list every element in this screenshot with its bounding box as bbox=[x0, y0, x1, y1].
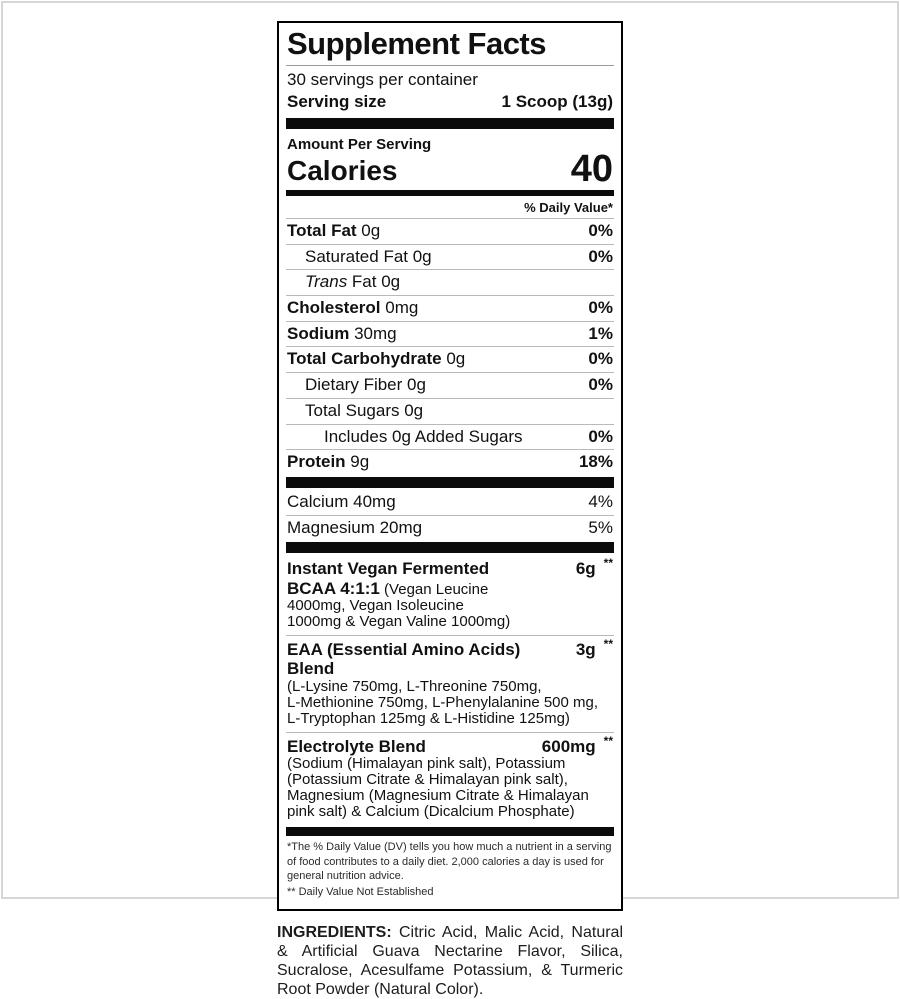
nutrient-name: Sodium 30mg bbox=[287, 323, 397, 343]
serving-size-label: Serving size bbox=[287, 91, 387, 111]
blend-daily-value-mark: ** bbox=[603, 556, 613, 571]
serving-size-row: Serving size 1 Scoop (13g) bbox=[286, 90, 614, 116]
nutrient-name: Total Fat 0g bbox=[287, 221, 381, 241]
amount-per-serving-label: Amount Per Serving bbox=[287, 135, 432, 153]
blend-description-line: (Potassium Citrate & Himalayan pink salt… bbox=[287, 771, 568, 789]
blend-header: Electrolyte Blend 600mg ** bbox=[287, 733, 613, 757]
nutrient-name: Total Carbohydrate 0g bbox=[287, 349, 466, 369]
footnote-daily-value: *The % Daily Value (DV) tells you how mu… bbox=[287, 841, 612, 883]
nutrient-row: Dietary Fiber 0g 0% bbox=[286, 372, 614, 398]
ingredients-paragraph: INGREDIENTS: Citric Acid, Malic Acid, Na… bbox=[277, 923, 623, 999]
supplement-facts-panel: Supplement Facts 30 servings per contain… bbox=[277, 21, 623, 911]
blend-sections: Instant Vegan Fermented 6g ** BCAA 4:1:1 (V… bbox=[286, 555, 614, 825]
panel-title: Supplement Facts bbox=[286, 23, 614, 66]
serving-size-value: 1 Scoop (13g) bbox=[501, 91, 613, 111]
nutrient-name: Dietary Fiber 0g bbox=[305, 375, 426, 395]
blend-header: EAA (Essential Amino Acids) Blend 3g ** bbox=[287, 636, 613, 679]
daily-value-percent: 4% bbox=[588, 491, 613, 511]
blend-description-line: Magnesium (Magnesium Citrate & Himalayan bbox=[287, 787, 589, 805]
blend-header: Instant Vegan Fermented 6g ** bbox=[287, 556, 613, 579]
mineral-row: Magnesium 20mg 5% bbox=[286, 514, 614, 541]
daily-value-percent: 0% bbox=[588, 426, 613, 446]
blend-description-line: L-Methionine 750mg, L-Phenylalanine 500 … bbox=[287, 693, 599, 711]
daily-value-header: % Daily Value* bbox=[524, 200, 613, 216]
blend-description-line: (Sodium (Himalayan pink salt), Potassium bbox=[287, 755, 566, 773]
divider-bar-thick bbox=[286, 542, 614, 554]
nutrient-name: Trans Fat 0g bbox=[305, 272, 401, 292]
daily-value-percent: 0% bbox=[588, 246, 613, 266]
blend-description-line: L-Tryptophan 125mg & L-Histidine 125mg) bbox=[287, 709, 570, 727]
nutrient-rows: Total Fat 0g 0% Saturated Fat 0g 0% Trans Fa… bbox=[286, 218, 614, 475]
divider-bar-thick bbox=[286, 476, 614, 488]
blend-section: Instant Vegan Fermented 6g ** BCAA 4:1:1 (V… bbox=[286, 555, 614, 635]
blend-name: Instant Vegan Fermented bbox=[287, 559, 490, 579]
blend-section: Electrolyte Blend 600mg ** (Sodium (Himalay… bbox=[286, 731, 614, 826]
blend-description-line: (L-Lysine 750mg, L-Threonine 750mg, bbox=[287, 677, 542, 695]
nutrient-name: Protein 9g bbox=[287, 452, 370, 472]
daily-value-percent: 1% bbox=[588, 323, 613, 343]
nutrient-row: Protein 9g 18% bbox=[286, 449, 614, 475]
daily-value-percent: 0% bbox=[588, 349, 613, 369]
divider-bar-medium bbox=[286, 190, 614, 197]
label-area: Supplement Facts 30 servings per contain… bbox=[277, 21, 623, 999]
divider-bar-footnote bbox=[286, 827, 614, 837]
mineral-rows: Calcium 40mg 4% Magnesium 20mg 5% bbox=[286, 490, 614, 540]
daily-value-percent: 0% bbox=[588, 298, 613, 318]
nutrient-row: Includes 0g Added Sugars 0% bbox=[286, 423, 614, 450]
nutrient-name: Includes 0g Added Sugars bbox=[324, 426, 523, 446]
mineral-row: Calcium 40mg 4% bbox=[286, 490, 614, 515]
calories-value: 40 bbox=[570, 147, 613, 190]
blend-amount: 6g bbox=[575, 559, 596, 579]
daily-value-percent: 5% bbox=[588, 517, 613, 537]
blend-name: Electrolyte Blend bbox=[287, 736, 426, 756]
nutrient-name: Magnesium 20mg bbox=[287, 517, 423, 537]
calories-row: Calories 40 bbox=[286, 147, 614, 190]
ingredients-label: INGREDIENTS: bbox=[277, 923, 392, 941]
blend-description-line: 4000mg, Vegan Isoleucine bbox=[287, 596, 464, 614]
blend-description-line: pink salt) & Calcium (Dicalcium Phosphat… bbox=[287, 803, 575, 821]
calories-label: Calories bbox=[287, 154, 398, 186]
nutrient-row: Total Carbohydrate 0g 0% bbox=[286, 346, 614, 372]
blend-description-line: 1000mg & Vegan Valine 1000mg) bbox=[287, 612, 511, 630]
blend-name: EAA (Essential Amino Acids) Blend bbox=[287, 639, 521, 679]
blend-section: EAA (Essential Amino Acids) Blend 3g ** (L-… bbox=[286, 634, 614, 732]
nutrient-row: Cholesterol 0mg 0% bbox=[286, 295, 614, 321]
nutrient-name: Saturated Fat 0g bbox=[305, 246, 432, 266]
nutrient-row: Total Sugars 0g bbox=[286, 397, 614, 424]
divider-bar-thick bbox=[286, 117, 614, 129]
nutrient-name: Cholesterol 0mg bbox=[287, 298, 419, 318]
nutrient-row: Sodium 30mg 1% bbox=[286, 320, 614, 347]
nutrient-row: Trans Fat 0g bbox=[286, 269, 614, 295]
footnote: *The % Daily Value (DV) tells you how mu… bbox=[286, 836, 614, 904]
blend-subtitle: BCAA 4:1:1 (Vegan Leucine bbox=[287, 578, 489, 598]
daily-value-percent: 0% bbox=[588, 221, 613, 241]
blend-amount: 600mg bbox=[541, 736, 596, 756]
blend-daily-value-mark: ** bbox=[603, 636, 613, 651]
servings-per-container: 30 servings per container bbox=[287, 69, 478, 89]
nutrient-name: Calcium 40mg bbox=[287, 491, 396, 511]
daily-value-percent: 0% bbox=[588, 375, 613, 395]
footnote-not-established: ** Daily Value Not Established bbox=[287, 886, 434, 899]
nutrient-row: Total Fat 0g 0% bbox=[286, 218, 614, 244]
blend-daily-value-mark: ** bbox=[603, 733, 613, 748]
daily-value-percent: 18% bbox=[578, 452, 613, 472]
nutrient-row: Saturated Fat 0g 0% bbox=[286, 243, 614, 270]
nutrient-name: Total Sugars 0g bbox=[305, 400, 424, 420]
blend-amount: 3g bbox=[575, 639, 596, 659]
